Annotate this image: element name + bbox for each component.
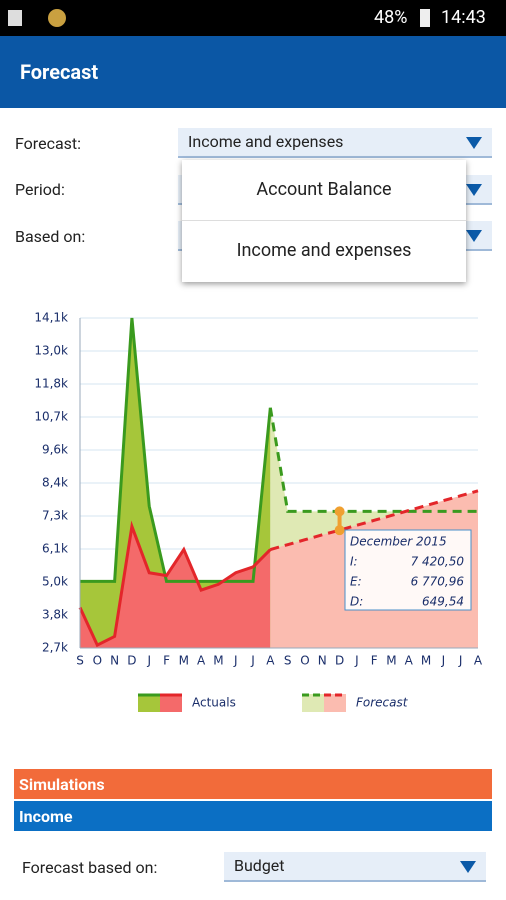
x-tick-label: J — [441, 654, 446, 668]
x-tick-label: A — [197, 654, 206, 668]
y-tick-label: 2,7k — [42, 641, 68, 655]
x-tick-label: N — [110, 654, 119, 668]
y-tick-label: 9,6k — [42, 443, 68, 457]
chart: 2,7k 3,8k 5,0k 6,1k 7,3k 8,4k 9,6k 10,7k 11,8k 13… — [34, 311, 483, 712]
app-title: Forecast — [20, 60, 99, 84]
x-tick-label: J — [146, 654, 151, 668]
tooltip-box — [344, 529, 472, 611]
tooltip-value: 7 420,50 — [411, 555, 465, 569]
dropdown[interactable]: Income and expenses — [178, 128, 492, 158]
tooltip-value: 6 770,96 — [411, 575, 465, 589]
tooltip-marker — [334, 506, 345, 517]
form-label: Forecast based on: — [22, 858, 158, 877]
legend-label: Actuals — [192, 696, 236, 710]
x-tick-label: S — [284, 654, 292, 668]
x-tick-label: M — [179, 654, 189, 668]
tooltip-label: I: — [350, 555, 358, 569]
x-tick-label: A — [266, 654, 275, 668]
expenses-line — [78, 520, 272, 648]
form-label: Forecast: — [15, 134, 82, 153]
x-tick-label: S — [76, 654, 84, 668]
x-tick-label: F — [371, 654, 378, 668]
app-bar: Forecast — [0, 36, 506, 108]
income-line — [268, 407, 478, 513]
x-tick-label: N — [318, 654, 327, 668]
legend-label: Forecast — [356, 696, 409, 710]
x-tick-label: O — [93, 654, 102, 668]
y-tick-label: 13,0k — [34, 344, 68, 358]
y-tick-label: 8,4k — [42, 476, 68, 490]
x-tick-label: J — [354, 654, 359, 668]
x-tick-label: A — [405, 654, 414, 668]
x-tick-label: O — [300, 654, 309, 668]
x-tick-label: F — [163, 654, 170, 668]
x-tick-label: M — [421, 654, 431, 668]
section-title: Income — [19, 807, 73, 826]
battery-icon — [420, 9, 430, 27]
section-title: Simulations — [19, 775, 105, 794]
dropdown-value: Budget — [234, 856, 285, 875]
form-label: Based on: — [15, 227, 86, 246]
legend-swatch — [138, 694, 160, 712]
y-tick-label: 14,1k — [34, 311, 68, 325]
tooltip-label: E: — [350, 575, 362, 589]
menu-item[interactable]: Income and expenses — [236, 240, 412, 261]
expenses-line — [269, 489, 479, 552]
legend-swatch — [302, 694, 324, 712]
dropdown-arrow — [466, 137, 482, 149]
tooltip-value: 649,54 — [422, 595, 464, 609]
tooltip-marker — [334, 525, 345, 536]
y-tick-label: 10,7k — [34, 410, 68, 424]
y-tick-label: 3,8k — [42, 608, 68, 622]
section-header[interactable]: Income — [14, 801, 492, 831]
tooltip-title: December 2015 — [350, 535, 447, 549]
legend-swatch — [160, 694, 182, 712]
time: 14:43 — [441, 7, 486, 28]
y-tick-label: 5,0k — [42, 575, 68, 589]
dropdown[interactable]: Budget — [224, 852, 486, 882]
dropdown-arrow — [466, 184, 482, 196]
x-tick-label: D — [335, 654, 344, 668]
status-bar: 48% 14:43 — [0, 0, 506, 36]
x-tick-label: A — [474, 654, 483, 668]
popup-menu: Account Balance Income and expenses — [182, 160, 466, 282]
dropdown-arrow — [460, 861, 476, 873]
income-line — [80, 317, 272, 583]
notification-icon — [8, 10, 22, 26]
x-tick-label: D — [127, 654, 136, 668]
dropdown-arrow — [466, 230, 482, 242]
x-tick-label: M — [213, 654, 223, 668]
x-tick-label: J — [233, 654, 238, 668]
x-tick-label: J — [250, 654, 255, 668]
x-tick-label: J — [458, 654, 463, 668]
legend-swatch — [324, 694, 346, 712]
form-label: Period: — [15, 180, 65, 199]
dropdown-value: Income and expenses — [188, 132, 344, 151]
tooltip-label: D: — [350, 595, 363, 609]
section-header[interactable]: Simulations — [14, 769, 492, 799]
notification-icon — [48, 9, 66, 27]
y-tick-label: 7,3k — [42, 509, 68, 523]
y-tick-label: 6,1k — [42, 542, 68, 556]
menu-item[interactable]: Account Balance — [182, 160, 466, 221]
battery: 48% — [374, 7, 408, 28]
y-tick-label: 11,8k — [34, 377, 68, 391]
x-tick-label: M — [386, 654, 396, 668]
